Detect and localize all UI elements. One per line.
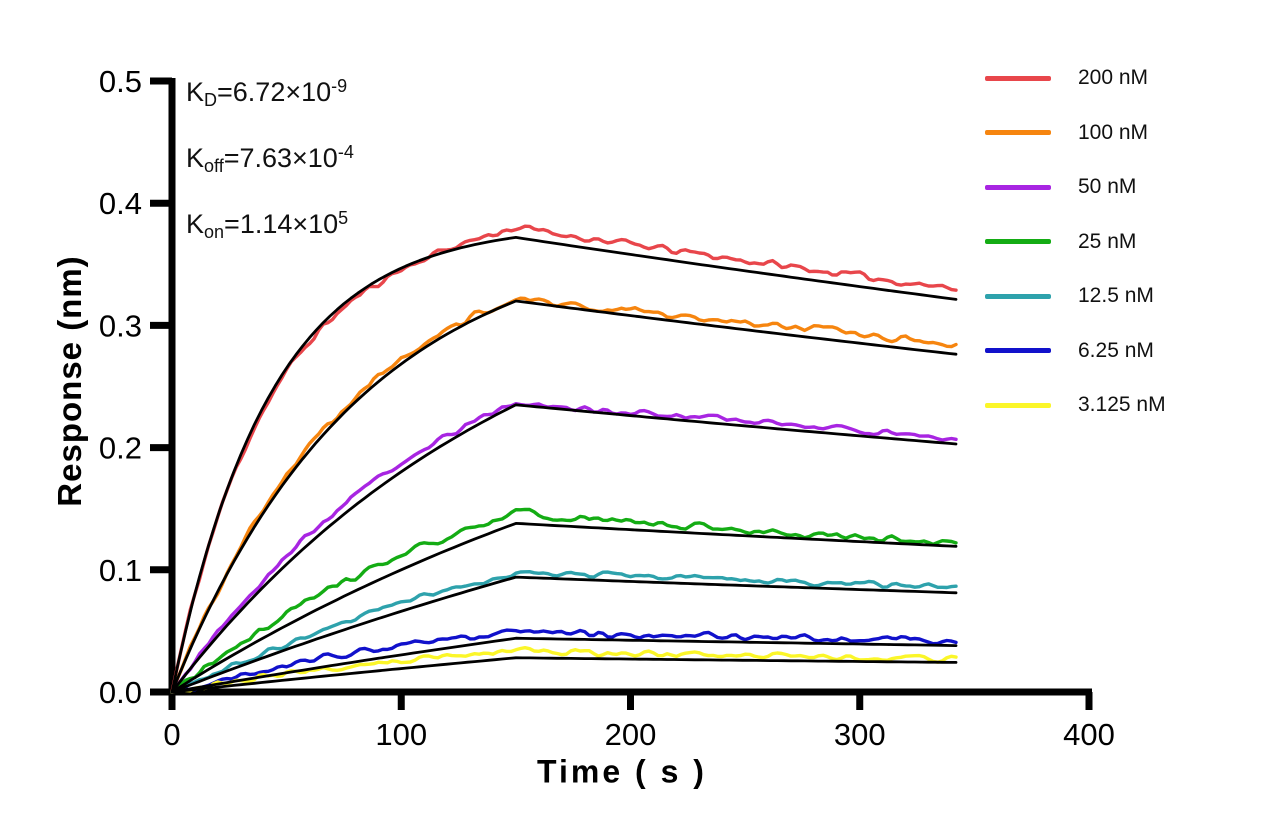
trace-6.25nM: [170, 628, 958, 694]
legend-line-swatch: [985, 293, 1051, 299]
trace-3.125nM: [170, 646, 958, 694]
kd-line: KD=6.72×10-9: [186, 76, 348, 110]
legend-label: 6.25 nM: [1078, 338, 1154, 362]
legend-item: 100 nM: [985, 106, 1166, 161]
x-axis-title: Time ( s ): [537, 753, 707, 790]
legend-label: 50 nM: [1078, 175, 1137, 199]
trace-100nM: [170, 296, 958, 694]
fit-line-200nM: [170, 236, 958, 694]
kon-line: Kon=1.14×105: [186, 208, 349, 242]
legend-item: 6.25 nM: [985, 324, 1166, 379]
y-tick-label: 0.3: [99, 308, 142, 343]
legend-line-swatch: [985, 402, 1051, 408]
koff-line: Koff=7.63×10-4: [186, 142, 354, 176]
legend-item: 50 nM: [985, 160, 1166, 215]
y-tick-label: 0.4: [99, 186, 142, 221]
fit-line-12.5nM: [170, 575, 958, 694]
legend-item: 200 nM: [985, 51, 1166, 106]
kinetics-annotation: KD=6.72×10-9 Koff=7.63×10-4 Kon=1.14×105: [186, 60, 354, 258]
fit-line-6.25nM: [170, 636, 958, 694]
x-tick-label: 0: [163, 717, 180, 752]
fit-line-100nM: [170, 299, 958, 694]
trace-50nM: [170, 402, 958, 694]
y-tick-label: 0.0: [99, 675, 142, 710]
fit-line-3.125nM: [170, 656, 958, 694]
legend-line-swatch: [985, 184, 1051, 190]
y-axis-title: Response (nm): [51, 255, 88, 507]
legend-item: 3.125 nM: [985, 378, 1166, 433]
legend: 200 nM 100 nM 50 nM 25 nM 12.5 nM 6.25 n…: [985, 51, 1166, 433]
legend-label: 12.5 nM: [1078, 284, 1154, 308]
legend-line-swatch: [985, 239, 1051, 245]
legend-line-swatch: [985, 130, 1051, 136]
trace-25nM: [170, 507, 958, 694]
trace-200nM: [170, 224, 958, 694]
x-tick-label: 300: [834, 717, 886, 752]
legend-line-swatch: [985, 348, 1051, 354]
legend-label: 100 nM: [1078, 120, 1149, 144]
legend-line-swatch: [985, 75, 1051, 81]
x-tick-label: 100: [375, 717, 427, 752]
fit-line-50nM: [170, 403, 958, 694]
x-tick-label: 200: [605, 717, 657, 752]
legend-item: 25 nM: [985, 215, 1166, 270]
legend-label: 200 nM: [1078, 66, 1149, 90]
legend-label: 25 nM: [1078, 229, 1137, 253]
legend-label: 3.125 nM: [1078, 393, 1166, 417]
legend-item: 12.5 nM: [985, 269, 1166, 324]
fit-line-25nM: [170, 522, 958, 694]
trace-12.5nM: [170, 570, 958, 694]
y-tick-label: 0.1: [99, 553, 142, 588]
x-tick-label: 400: [1063, 717, 1115, 752]
y-tick-label: 0.5: [99, 64, 142, 99]
y-tick-label: 0.2: [99, 431, 142, 466]
